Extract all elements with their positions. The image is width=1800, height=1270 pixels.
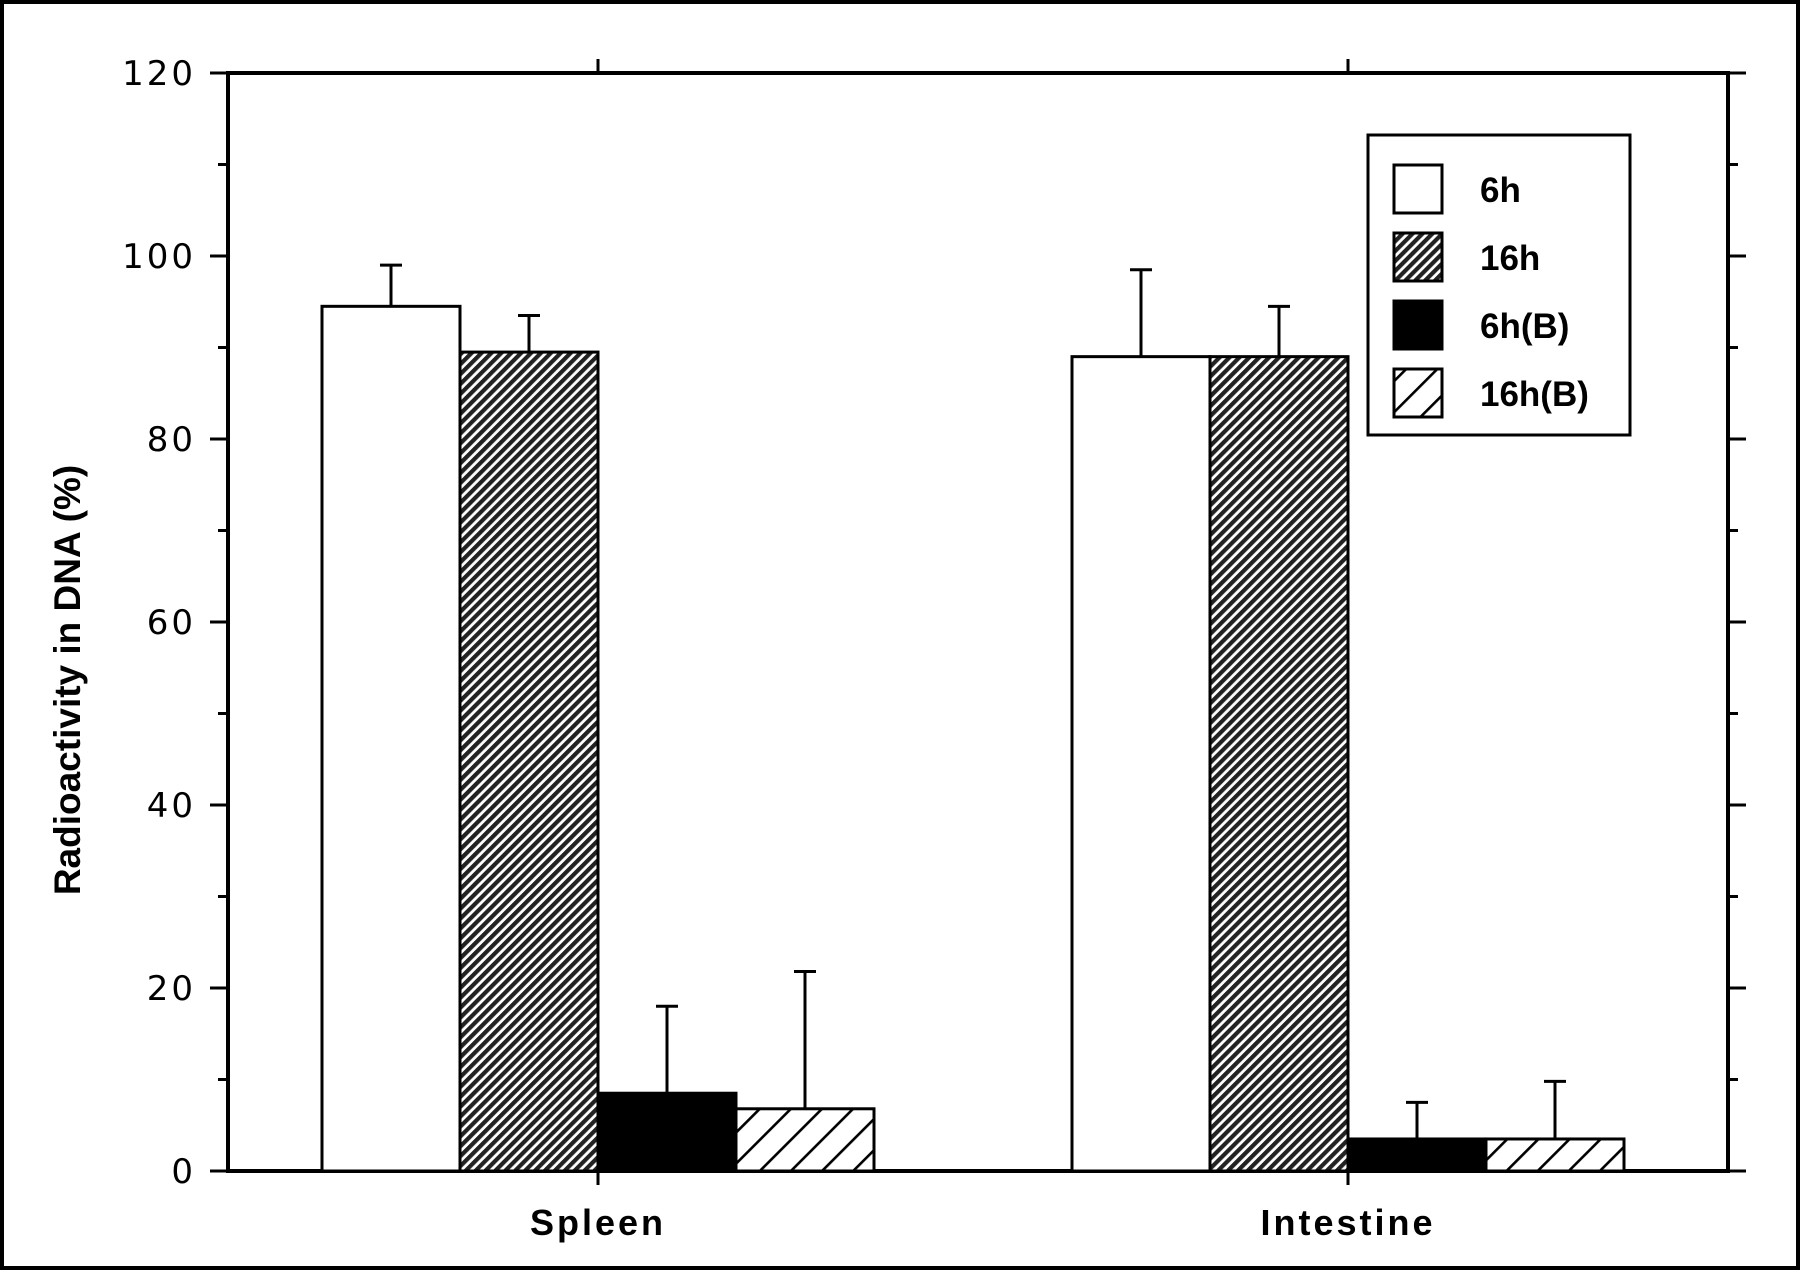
legend-label: 16h: [1480, 239, 1540, 278]
x-category-label: Intestine: [1260, 1202, 1435, 1243]
legend-swatch: [1392, 163, 1444, 215]
bar-6hb: [1346, 1137, 1488, 1173]
legend-swatch: [1392, 367, 1444, 419]
legend-swatch: [1392, 231, 1444, 283]
legend-label: 16h(B): [1480, 375, 1589, 414]
y-tick-label: 120: [122, 54, 196, 94]
y-tick-label: 100: [122, 237, 196, 277]
bar-6hb: [596, 1091, 738, 1173]
bar-16h: [1208, 355, 1350, 1173]
y-tick-label: 60: [147, 603, 196, 643]
bar-16hb: [1484, 1137, 1626, 1173]
y-tick-label: 0: [171, 1152, 196, 1192]
y-tick-label: 80: [147, 420, 196, 460]
plot-area: 0 20 40 60 80 100 120 Spleen Intestine: [122, 54, 1746, 1243]
legend-label: 6h(B): [1480, 307, 1569, 346]
legend-label: 6h: [1480, 171, 1521, 210]
bar-16h: [458, 350, 600, 1173]
x-category-label: Spleen: [530, 1202, 666, 1243]
y-tick-label: 20: [147, 969, 196, 1009]
bar-16hb: [734, 1107, 876, 1173]
bar-6h: [320, 304, 462, 1173]
y-axis-label: Radioactivity in DNA (%): [47, 465, 88, 895]
legend: 6h 16h 6h(B) 16h(B): [1366, 133, 1632, 437]
bar-6h: [1070, 355, 1212, 1173]
legend-swatch: [1392, 299, 1444, 351]
y-tick-label: 40: [147, 786, 196, 826]
